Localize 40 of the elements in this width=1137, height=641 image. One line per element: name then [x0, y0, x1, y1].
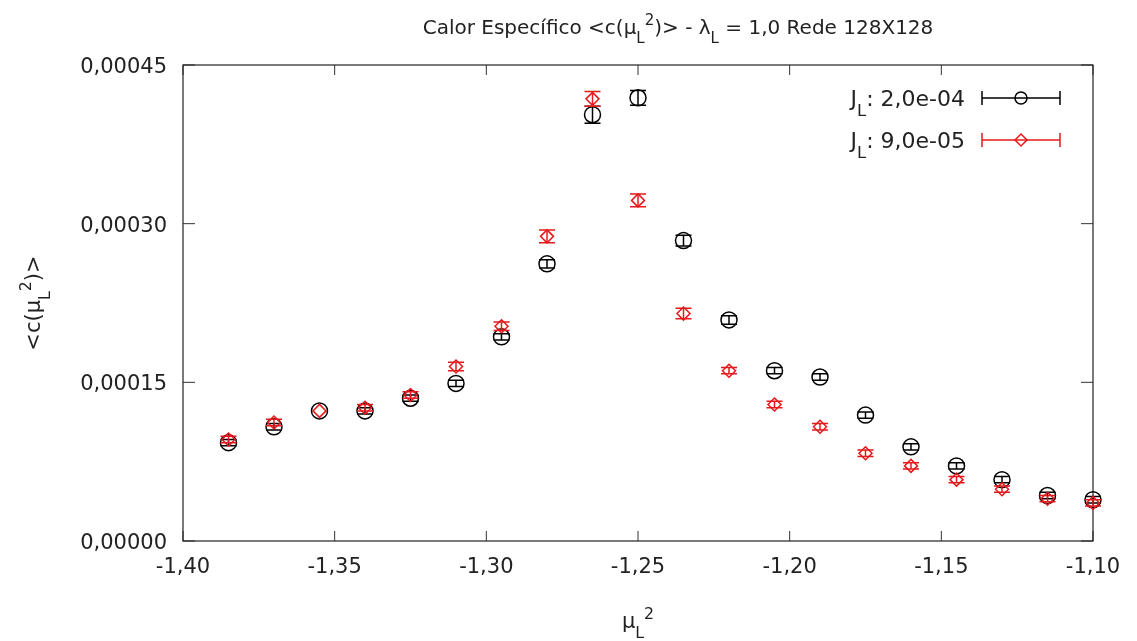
chart-title: Calor Específico <c(μ$_{L}$$^{2}$)> - λ$_{L}$ = 1,0 Rede 128X128 [422, 11, 934, 47]
point [492, 328, 511, 346]
x-tick-label: -1,15 [914, 554, 969, 578]
point [902, 438, 920, 456]
point [1084, 491, 1102, 509]
point [947, 457, 966, 475]
point [219, 433, 238, 452]
point [856, 406, 875, 424]
point [1038, 486, 1057, 505]
point [812, 419, 828, 435]
legend-label: J$_{L}$: 2,0e-04 [848, 86, 965, 120]
point [356, 402, 374, 420]
legend-label: J$_{L}$: 9,0e-05 [848, 128, 965, 162]
point [720, 311, 738, 329]
x-tick-label: -1,35 [307, 554, 362, 578]
point [538, 255, 556, 273]
x-tick-label: -1,30 [459, 554, 514, 578]
point [993, 470, 1011, 489]
y-tick-label: 0,00045 [80, 54, 167, 78]
x-tick-label: -1,40 [155, 554, 211, 578]
point [994, 481, 1010, 497]
x-tick-label: -1,25 [610, 554, 666, 578]
point [903, 458, 919, 474]
point [765, 361, 784, 380]
point [811, 368, 829, 386]
point [949, 472, 964, 487]
point [1085, 495, 1101, 511]
y-tick-label: 0,00015 [80, 371, 167, 396]
x-tick-label: -1,10 [1065, 554, 1121, 578]
point [221, 432, 236, 447]
point [401, 389, 420, 407]
point [767, 397, 782, 412]
point [858, 445, 873, 461]
point [403, 387, 418, 403]
x-tick-label: -1,20 [762, 554, 817, 578]
y-tick-label: 0,00030 [80, 212, 167, 237]
point [266, 415, 282, 430]
y-tick-label: 0,00000 [80, 530, 167, 554]
point [447, 374, 465, 393]
point [357, 400, 373, 415]
